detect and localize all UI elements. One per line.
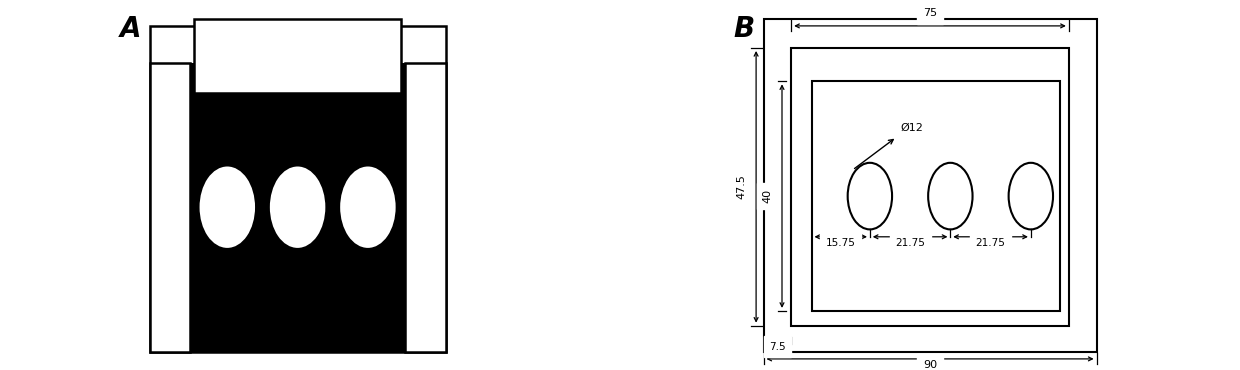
Text: 90: 90 bbox=[923, 360, 937, 370]
Text: 7.5: 7.5 bbox=[769, 342, 786, 351]
Ellipse shape bbox=[1008, 163, 1053, 229]
Bar bbox=[405, 63, 445, 352]
Ellipse shape bbox=[929, 163, 972, 229]
Text: 75: 75 bbox=[923, 9, 937, 18]
Ellipse shape bbox=[270, 166, 325, 248]
Ellipse shape bbox=[200, 166, 255, 248]
Text: 15.75: 15.75 bbox=[826, 238, 856, 248]
Ellipse shape bbox=[848, 163, 892, 229]
Text: 21.75: 21.75 bbox=[895, 238, 925, 248]
Bar bbox=[812, 81, 1059, 311]
Bar bbox=[764, 18, 1096, 351]
Text: Ø12: Ø12 bbox=[900, 123, 924, 133]
Bar bbox=[791, 48, 1069, 326]
Text: 40: 40 bbox=[763, 189, 773, 203]
Bar bbox=[172, 63, 423, 352]
Bar bbox=[150, 63, 190, 352]
Bar bbox=[193, 18, 402, 92]
Bar bbox=[150, 26, 445, 351]
Ellipse shape bbox=[340, 166, 396, 248]
Text: 47.5: 47.5 bbox=[737, 174, 746, 199]
Text: B: B bbox=[734, 15, 755, 43]
Text: 21.75: 21.75 bbox=[976, 238, 1006, 248]
Text: A: A bbox=[120, 15, 141, 43]
